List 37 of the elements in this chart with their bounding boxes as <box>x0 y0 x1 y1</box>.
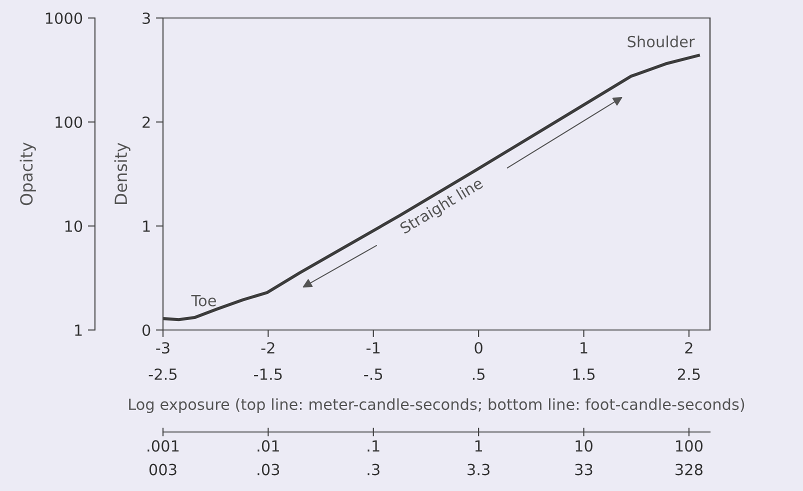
y2-tick-label: 10 <box>65 220 82 232</box>
y-tick-label: 2 <box>142 116 150 128</box>
text: 100 <box>676 440 703 452</box>
x-tick-label: -1 <box>366 342 380 354</box>
y-tick-label: 1 <box>143 220 150 232</box>
x-axis-title: Log exposure (top line: meter-candle-seconds; bottom line: foot-candle-seconds) <box>129 398 744 414</box>
text: .03 <box>258 464 280 476</box>
x2-tick-label: 1.5 <box>573 368 595 380</box>
x-tick-label: 0 <box>474 342 482 354</box>
annotation: Shoulder <box>628 36 695 48</box>
text: 003 <box>149 464 176 476</box>
x-tick-label: -3 <box>156 342 170 354</box>
text: .01 <box>258 440 279 452</box>
y2-tick-label: 1000 <box>46 12 82 24</box>
x-tick-label: 2 <box>685 342 692 354</box>
text: 10 <box>576 440 592 452</box>
text: .1 <box>368 440 380 452</box>
y2-axis-title: Opacity <box>20 142 36 206</box>
y2-tick-label: 1 <box>75 324 82 336</box>
annotation: Toe <box>191 294 216 306</box>
text: .001 <box>148 440 179 452</box>
text: 1 <box>475 440 482 452</box>
x2-tick-label: 2.5 <box>678 368 700 380</box>
y-axis-title: Density <box>114 142 130 204</box>
x2-tick-label: .5 <box>472 368 485 380</box>
y-tick-label: 3 <box>142 12 150 24</box>
y2-tick-label: 100 <box>56 116 82 128</box>
text: 328 <box>676 464 702 476</box>
x2-tick-label: -1.5 <box>254 368 282 380</box>
x-tick-label: 1 <box>580 342 588 354</box>
x2-tick-label: -2.5 <box>148 368 177 380</box>
y-tick-label: 0 <box>142 324 150 336</box>
text: 33 <box>575 464 592 476</box>
x2-tick-label: -.5 <box>364 368 382 380</box>
text: 3.3 <box>468 464 490 476</box>
text: .3 <box>368 464 380 476</box>
x-tick-label: -2 <box>261 342 274 354</box>
